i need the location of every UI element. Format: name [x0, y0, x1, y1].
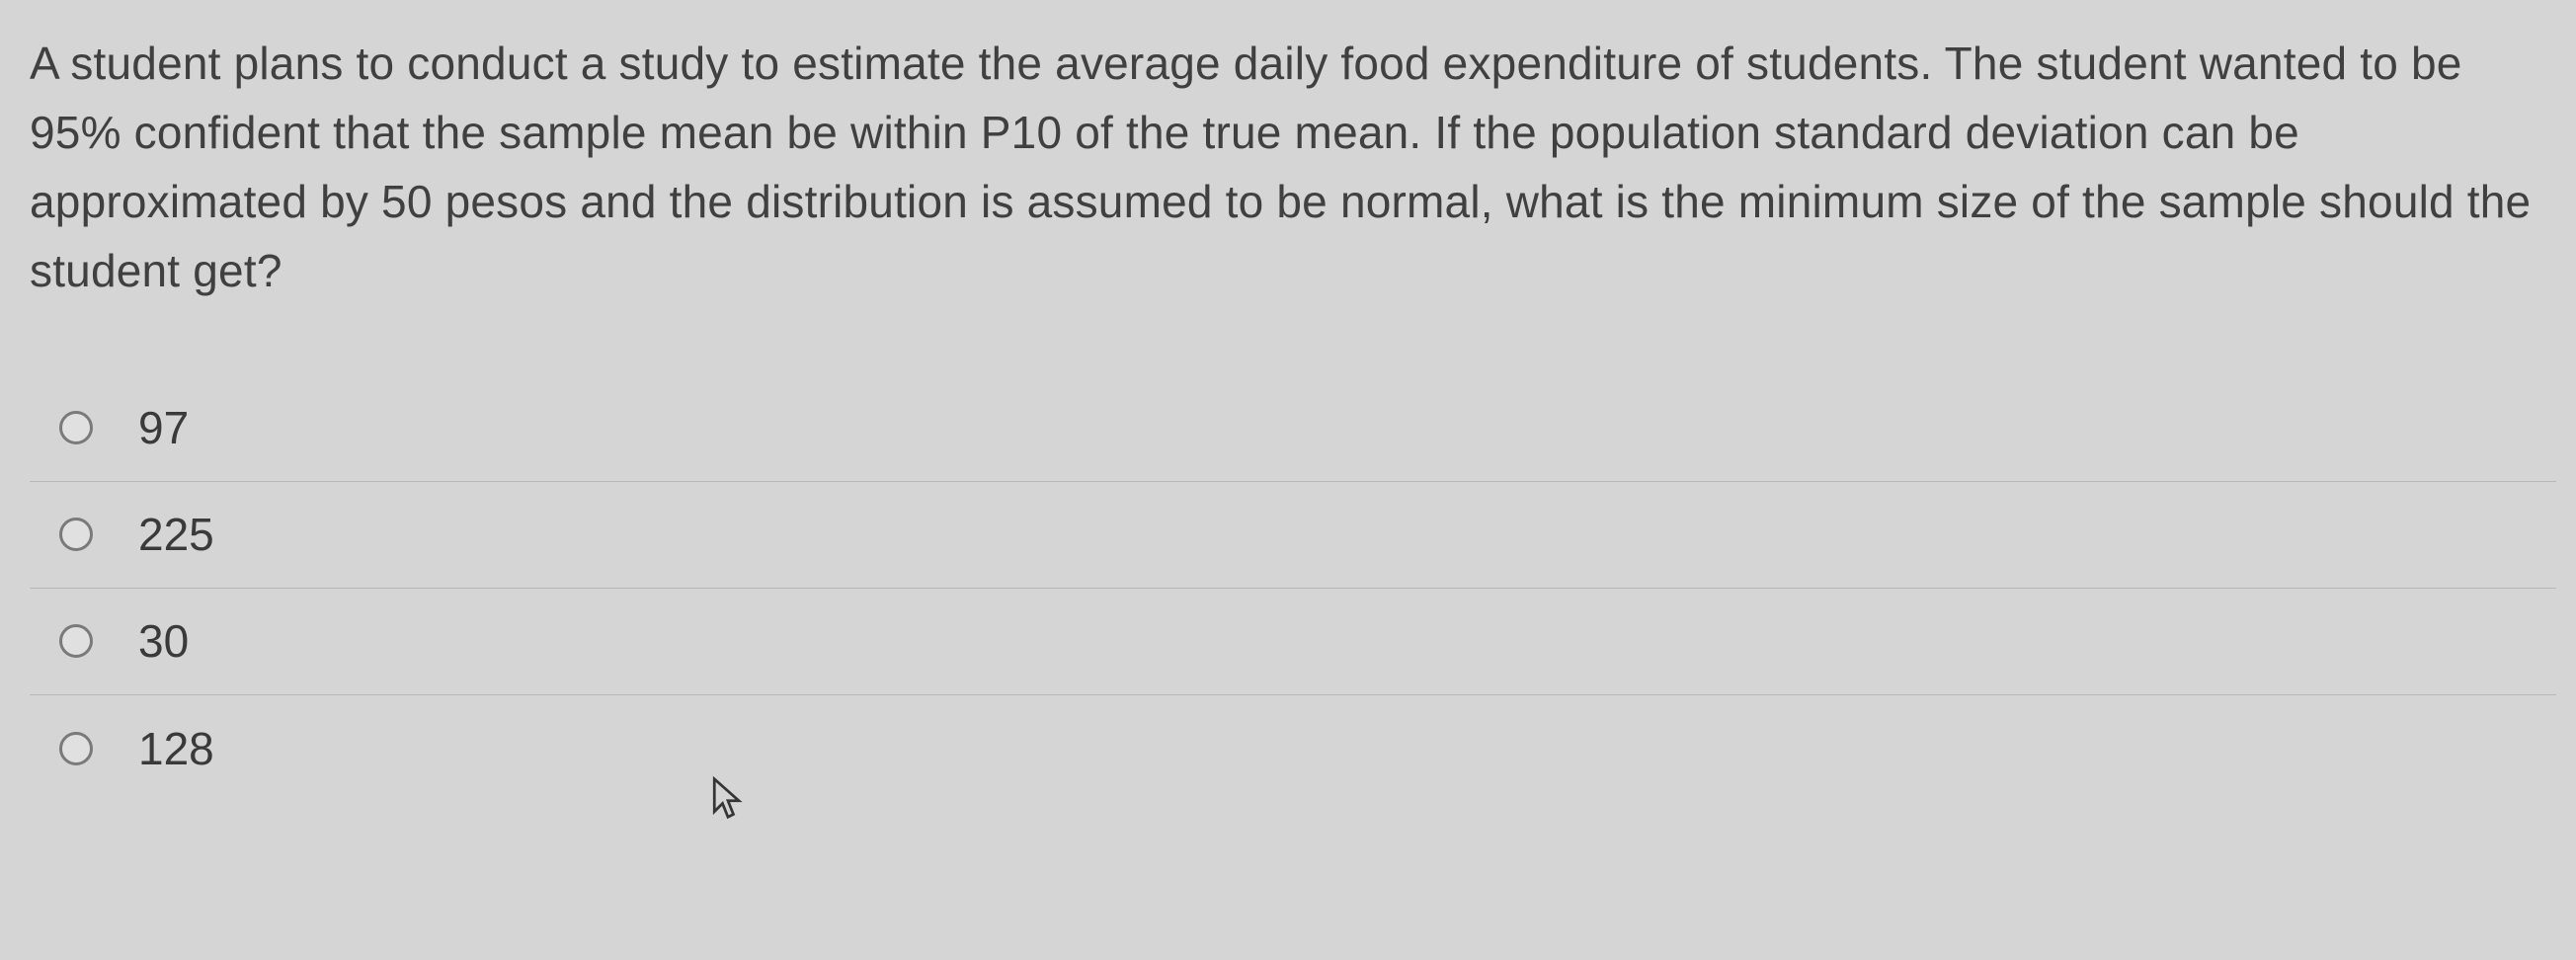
options-list: 97 225 30 128: [30, 375, 2556, 802]
question-text: A student plans to conduct a study to es…: [30, 30, 2556, 306]
option-label: 128: [138, 722, 214, 775]
option-row[interactable]: 128: [30, 695, 2556, 802]
option-row[interactable]: 225: [30, 482, 2556, 589]
radio-icon[interactable]: [59, 624, 93, 658]
radio-icon[interactable]: [59, 518, 93, 551]
option-label: 225: [138, 508, 214, 561]
option-label: 97: [138, 401, 189, 454]
radio-icon[interactable]: [59, 732, 93, 765]
option-row[interactable]: 97: [30, 375, 2556, 482]
option-row[interactable]: 30: [30, 589, 2556, 695]
radio-icon[interactable]: [59, 411, 93, 444]
option-label: 30: [138, 614, 189, 668]
